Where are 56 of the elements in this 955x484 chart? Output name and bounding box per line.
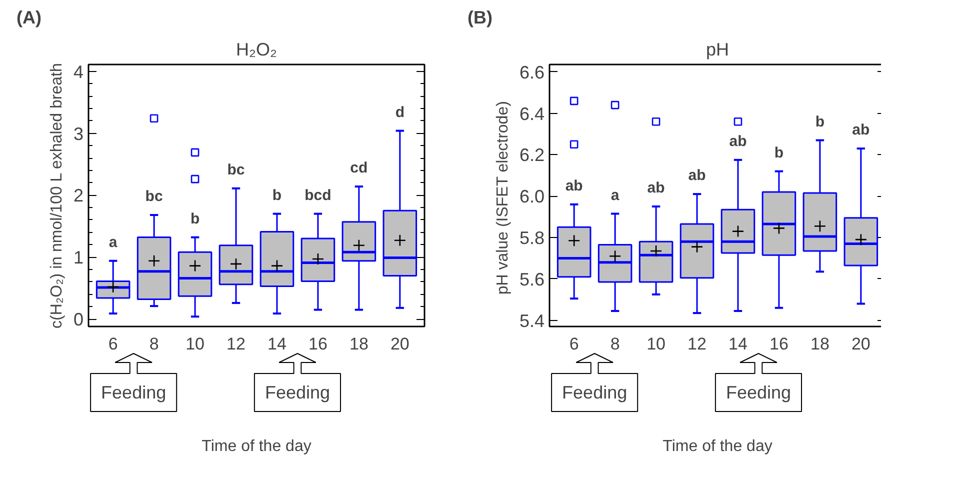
- text: (B): [468, 8, 492, 28]
- y-tick-label: 5.4: [519, 310, 545, 331]
- x-tick-label: 16: [770, 334, 788, 354]
- x-tick-label: 6: [108, 334, 118, 354]
- y-axis-title: c(H₂O₂) in nmol/100 L exhaled breath: [48, 63, 66, 328]
- y-tick-label: 4: [73, 62, 84, 82]
- x-tick-label: 14: [268, 334, 286, 354]
- chart-title: pH: [706, 40, 730, 60]
- x-axis-title: Time of the day: [202, 438, 312, 455]
- y-tick-label: 0: [73, 310, 84, 330]
- x-tick-label: 14: [728, 334, 748, 354]
- x-axis-title: Time of the day: [662, 438, 772, 455]
- annotation: bc: [227, 162, 245, 179]
- y-tick-label: 3: [73, 124, 84, 144]
- x-tick-label: 12: [226, 334, 246, 354]
- x-tick-label: 8: [610, 334, 620, 354]
- text: (A): [16, 8, 42, 28]
- y-tick-label: 1: [73, 248, 84, 268]
- x-tick-label: 16: [308, 334, 328, 354]
- y-tick-label: 6.4: [519, 104, 545, 124]
- annotation: ab: [729, 133, 747, 150]
- annotation: cd: [350, 160, 368, 177]
- x-tick-label: 8: [149, 334, 159, 354]
- text: Feeding: [264, 382, 330, 402]
- y-tick-label: 2: [73, 186, 84, 206]
- annotation: ab: [852, 122, 870, 139]
- y-tick-label: 6.2: [519, 145, 545, 166]
- x-tick-label: 20: [390, 334, 410, 354]
- annotation: b: [272, 186, 282, 204]
- annotation: ab: [647, 180, 665, 197]
- y-tick-label: 6.0: [519, 186, 545, 207]
- annotation: d: [395, 104, 405, 121]
- text: Feeding: [562, 382, 628, 402]
- x-tick-label: 20: [851, 334, 870, 354]
- annotation: ab: [688, 167, 706, 184]
- y-tick-label: 6.6: [519, 62, 545, 82]
- x-tick-label: 18: [349, 334, 368, 354]
- annotation: b: [815, 113, 825, 130]
- text: Feeding: [726, 382, 792, 402]
- x-tick-label: 18: [810, 334, 830, 354]
- annotation: b: [774, 144, 784, 162]
- chart-title: H₂O₂: [236, 40, 277, 60]
- y-tick-label: 5.8: [519, 228, 545, 248]
- x-tick-label: 12: [688, 334, 706, 354]
- x-tick-label: 10: [186, 334, 205, 354]
- annotation: ab: [565, 178, 583, 195]
- annotation: b: [190, 210, 200, 228]
- annotation: bc: [145, 188, 163, 206]
- annotation: a: [610, 186, 620, 204]
- x-tick-label: 6: [569, 334, 579, 354]
- text: Feeding: [101, 382, 166, 402]
- y-axis-title: pH value (ISFET electrode): [494, 101, 512, 295]
- annotation: a: [108, 234, 118, 252]
- x-tick-label: 10: [646, 334, 666, 354]
- annotation: bcd: [304, 186, 332, 204]
- y-tick-label: 5.6: [519, 269, 545, 290]
